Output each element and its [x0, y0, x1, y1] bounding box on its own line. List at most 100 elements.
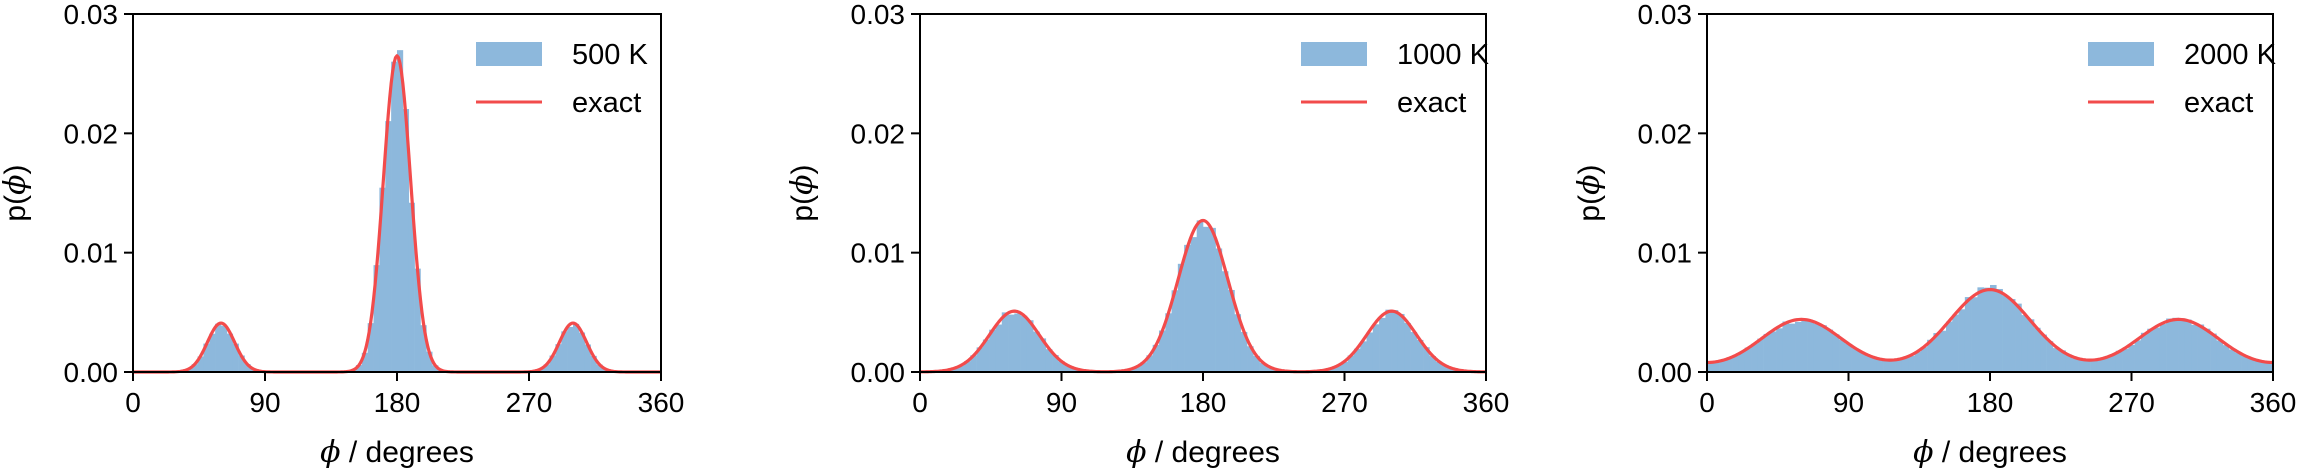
histogram-bar	[1751, 343, 1758, 372]
histogram-bar	[1026, 320, 1034, 372]
y-axis-label-suffix: )	[0, 164, 32, 174]
histogram-bar	[1870, 356, 1878, 372]
histogram-bar	[197, 356, 204, 372]
histogram-bar	[2002, 295, 2010, 372]
histogram-bar	[1372, 324, 1380, 372]
histogram-bar	[397, 50, 404, 373]
histogram-bar	[1776, 328, 1783, 372]
histogram-bar	[1707, 362, 1714, 372]
histogram-bar	[1140, 362, 1147, 372]
histogram-bar	[1920, 347, 1928, 372]
y-axis-label-suffix: )	[786, 164, 819, 174]
histogram-bar	[244, 364, 251, 372]
legend-histogram-swatch	[476, 42, 542, 66]
histogram-bar	[1410, 332, 1418, 372]
histogram-bar	[1146, 355, 1153, 372]
histogram-bar	[2084, 360, 2091, 372]
histogram-bar	[1039, 338, 1047, 372]
legend-histogram-label: 2000 K	[2184, 39, 2277, 71]
y-tick-label: 0.00	[1638, 357, 1693, 388]
histogram-bar	[1360, 341, 1367, 372]
y-tick-label: 0.03	[1638, 0, 1693, 30]
histogram-bar	[191, 364, 198, 372]
histogram-bar	[590, 355, 597, 372]
histogram-bar	[970, 355, 977, 372]
histogram-bar	[1404, 322, 1411, 372]
histogram-bar	[1133, 366, 1141, 372]
histogram-bar	[1763, 333, 1771, 372]
histogram-bar	[1259, 362, 1267, 372]
x-axis-label-text: / degrees	[1934, 436, 2067, 468]
histogram-bar	[976, 347, 984, 372]
histogram-bar	[2015, 303, 2022, 372]
histogram-bar	[402, 109, 410, 372]
histogram-bar	[1801, 319, 1808, 372]
histogram-bar	[1864, 355, 1871, 372]
y-tick-label: 0.00	[851, 357, 906, 388]
histogram-bar	[982, 339, 990, 372]
histogram-bar	[1001, 312, 1009, 372]
histogram-bar	[426, 351, 433, 372]
histogram-bar	[1435, 361, 1443, 372]
y-tick-label: 0.02	[64, 118, 119, 149]
histogram-bar	[1725, 357, 1733, 372]
y-axis-label: p(ϕ)	[785, 164, 820, 221]
histogram-bar	[379, 187, 386, 372]
histogram-bar	[1165, 313, 1172, 372]
histogram-bar	[1851, 348, 1859, 372]
histogram-bar	[1196, 220, 1204, 372]
histogram-bar	[1795, 321, 1802, 372]
histogram-bar	[1064, 365, 1072, 372]
histogram-bar	[1215, 248, 1223, 372]
histogram-bar	[2260, 362, 2268, 372]
histogram-bar	[221, 325, 228, 372]
y-axis-label: p(ϕ)	[0, 164, 33, 221]
histogram-bar	[1379, 317, 1386, 372]
x-axis-label: ϕ / degrees	[1126, 435, 1280, 468]
legend-histogram-label: 1000 K	[1397, 39, 1490, 71]
histogram-bar	[1983, 287, 1991, 372]
y-axis-label-symbol: ϕ	[785, 174, 820, 194]
x-tick-label: 0	[125, 387, 141, 418]
y-tick-label: 0.01	[1638, 238, 1693, 269]
histogram-bar	[1713, 361, 1720, 372]
histogram-bar	[1857, 351, 1865, 372]
histogram-bar	[1813, 323, 1821, 372]
histogram-bar	[957, 365, 965, 372]
x-tick-label: 90	[249, 387, 280, 418]
histogram-bar	[1977, 287, 1985, 372]
histogram-bar	[1008, 314, 1015, 372]
histogram-bar	[1265, 366, 1273, 372]
legend: 500 K exact	[476, 39, 648, 119]
histogram-bar	[2166, 318, 2173, 372]
y-tick-label: 0.01	[851, 238, 906, 269]
histogram-bar	[414, 268, 421, 372]
histogram-bar	[1990, 284, 1997, 372]
y-axis-label-symbol: ϕ	[1572, 174, 1607, 194]
histogram-bar	[1020, 315, 1028, 372]
histogram-bar	[1744, 347, 1752, 372]
histogram-bar	[1228, 290, 1235, 372]
histogram-bar	[1738, 352, 1746, 372]
histogram-bar	[1429, 356, 1436, 372]
y-axis-label-prefix: p(	[1573, 195, 1606, 222]
y-axis-label-suffix: )	[1573, 164, 1606, 174]
histogram-bar	[1807, 320, 1815, 372]
histogram-bar	[1014, 313, 1021, 372]
exact-curve-line	[1706, 287, 2274, 365]
histogram-bar	[561, 331, 568, 372]
y-axis-label-symbol: ϕ	[0, 174, 33, 194]
histogram-bar	[232, 343, 239, 372]
histogram-bar	[2065, 354, 2073, 372]
histogram-bar	[2090, 359, 2098, 372]
histogram-bar	[1788, 323, 1796, 372]
histogram-bar	[1820, 325, 1827, 372]
histogram-bar	[1719, 360, 1727, 372]
histogram-bar	[2052, 348, 2060, 372]
x-axis-label-text: / degrees	[1147, 436, 1280, 468]
histogram-bar	[1366, 332, 1374, 372]
legend-histogram-label: 500 K	[572, 39, 648, 71]
histogram-bar	[1901, 357, 1909, 372]
x-tick-label: 270	[506, 387, 553, 418]
